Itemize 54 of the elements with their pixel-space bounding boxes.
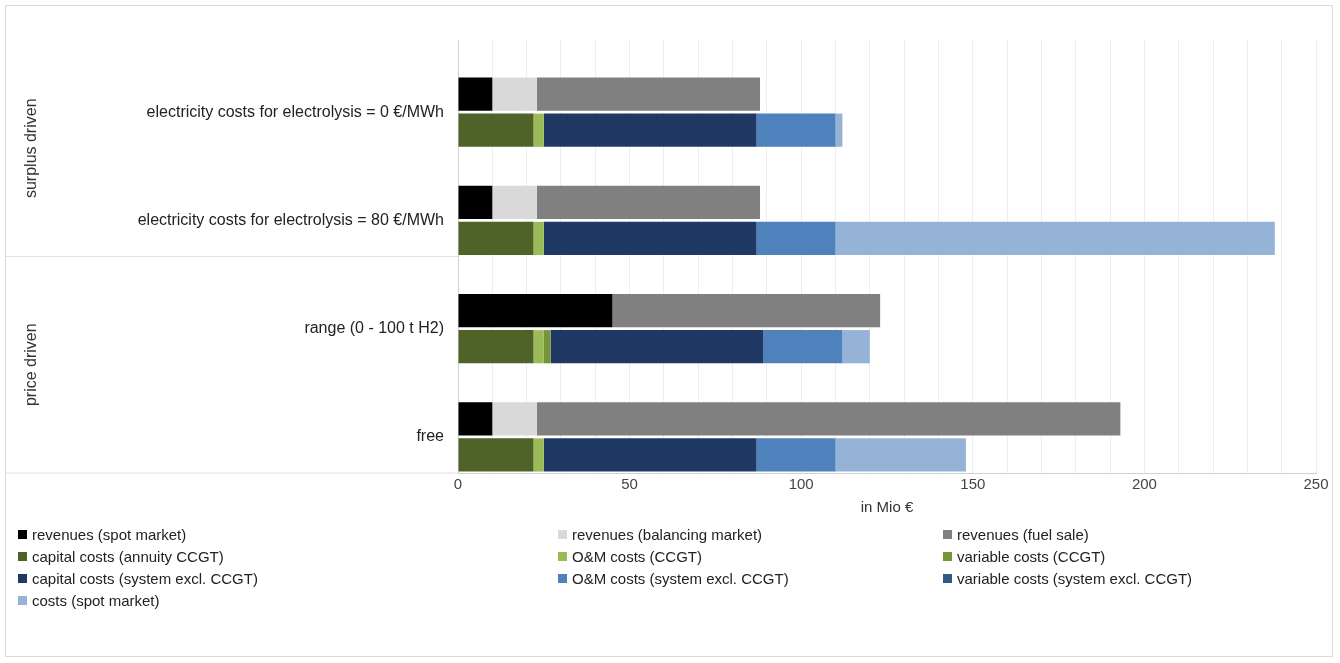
legend-label: capital costs (annuity CCGT) [32, 547, 224, 565]
bar [492, 185, 537, 219]
legend-label: costs (spot market) [32, 591, 160, 609]
x-tick-label: 100 [788, 475, 814, 493]
bar [756, 113, 836, 147]
x-tick-label: 250 [1303, 475, 1329, 493]
bar [458, 185, 493, 219]
bar [458, 402, 493, 436]
x-tick-label: 0 [453, 475, 463, 493]
bar [458, 113, 534, 147]
text: surplus driven [22, 98, 40, 199]
bar [543, 330, 551, 364]
y-tick-label: range (0 - 100 t H2) [304, 319, 444, 337]
y-tick-label: free [416, 427, 445, 445]
y-tick-label: electricity costs for electrolysis = 80 €/MWh [137, 210, 444, 228]
bar [536, 185, 761, 219]
bar [492, 402, 537, 436]
legend-label: O&M costs (CCGT) [572, 547, 702, 565]
bar [458, 294, 613, 328]
bar [835, 221, 1275, 256]
legend-label: revenues (fuel sale) [957, 525, 1089, 543]
bar [835, 438, 966, 472]
y-tick-label: electricity costs for electrolysis = 0 €/MWh [146, 102, 444, 120]
bar [612, 294, 881, 328]
bar [543, 221, 757, 256]
x-tick-label: 150 [960, 475, 986, 493]
legend-label: variable costs (CCGT) [957, 547, 1106, 565]
text: price driven [22, 323, 40, 407]
bar [458, 77, 493, 111]
bar [492, 77, 537, 111]
legend-label: revenues (spot market) [32, 525, 187, 543]
bar [458, 438, 534, 472]
bar [763, 330, 843, 364]
bar [536, 402, 1121, 436]
bar [536, 77, 761, 111]
bar [756, 438, 836, 472]
x-tick-label: 50 [621, 475, 638, 493]
bar [458, 221, 534, 256]
legend-label: O&M costs (system excl. CCGT) [572, 569, 789, 587]
bar [533, 221, 544, 256]
x-tick-label: 200 [1131, 475, 1157, 493]
bar [543, 113, 757, 147]
bar [458, 330, 534, 364]
legend-label: variable costs (system excl. CCGT) [957, 569, 1193, 587]
bar [533, 438, 544, 472]
legend-label: capital costs (system excl. CCGT) [32, 569, 258, 587]
bar [543, 438, 757, 472]
bar [756, 221, 836, 256]
bar [533, 330, 544, 364]
bar [842, 330, 870, 364]
bar [550, 330, 764, 364]
x-axis-title: in Mio € [860, 498, 914, 516]
bar [533, 113, 544, 147]
legend-label: revenues (balancing market) [572, 525, 763, 543]
